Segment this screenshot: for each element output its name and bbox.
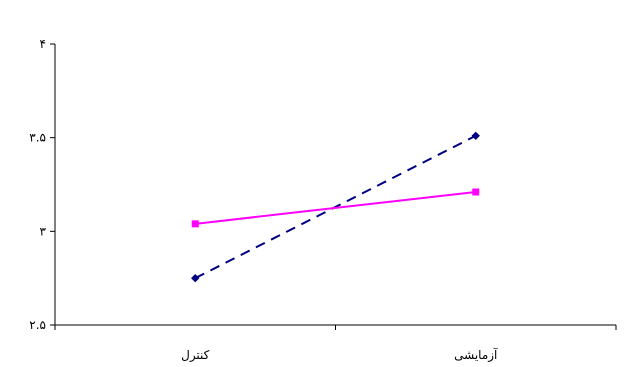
data-point-square [191,220,199,228]
plot-area [50,43,617,330]
data-point-diamond [191,273,200,283]
data-point-square [472,188,480,196]
y-tick-label: ۳.۵ [29,131,46,145]
y-tick-label: ۲.۵ [29,318,46,332]
y-tick-label: ۳ [40,224,47,238]
tick-labels: ۲.۵ ۳ ۳.۵ ۴ کنترل آزمایشی [29,37,498,363]
x-tick-label: آزمایشی [454,347,498,363]
series-layer [191,131,480,283]
y-tick-label: ۴ [40,37,46,51]
series-line-2 [195,190,476,225]
data-point-diamond [471,131,480,141]
x-tick-label: کنترل [181,348,210,363]
